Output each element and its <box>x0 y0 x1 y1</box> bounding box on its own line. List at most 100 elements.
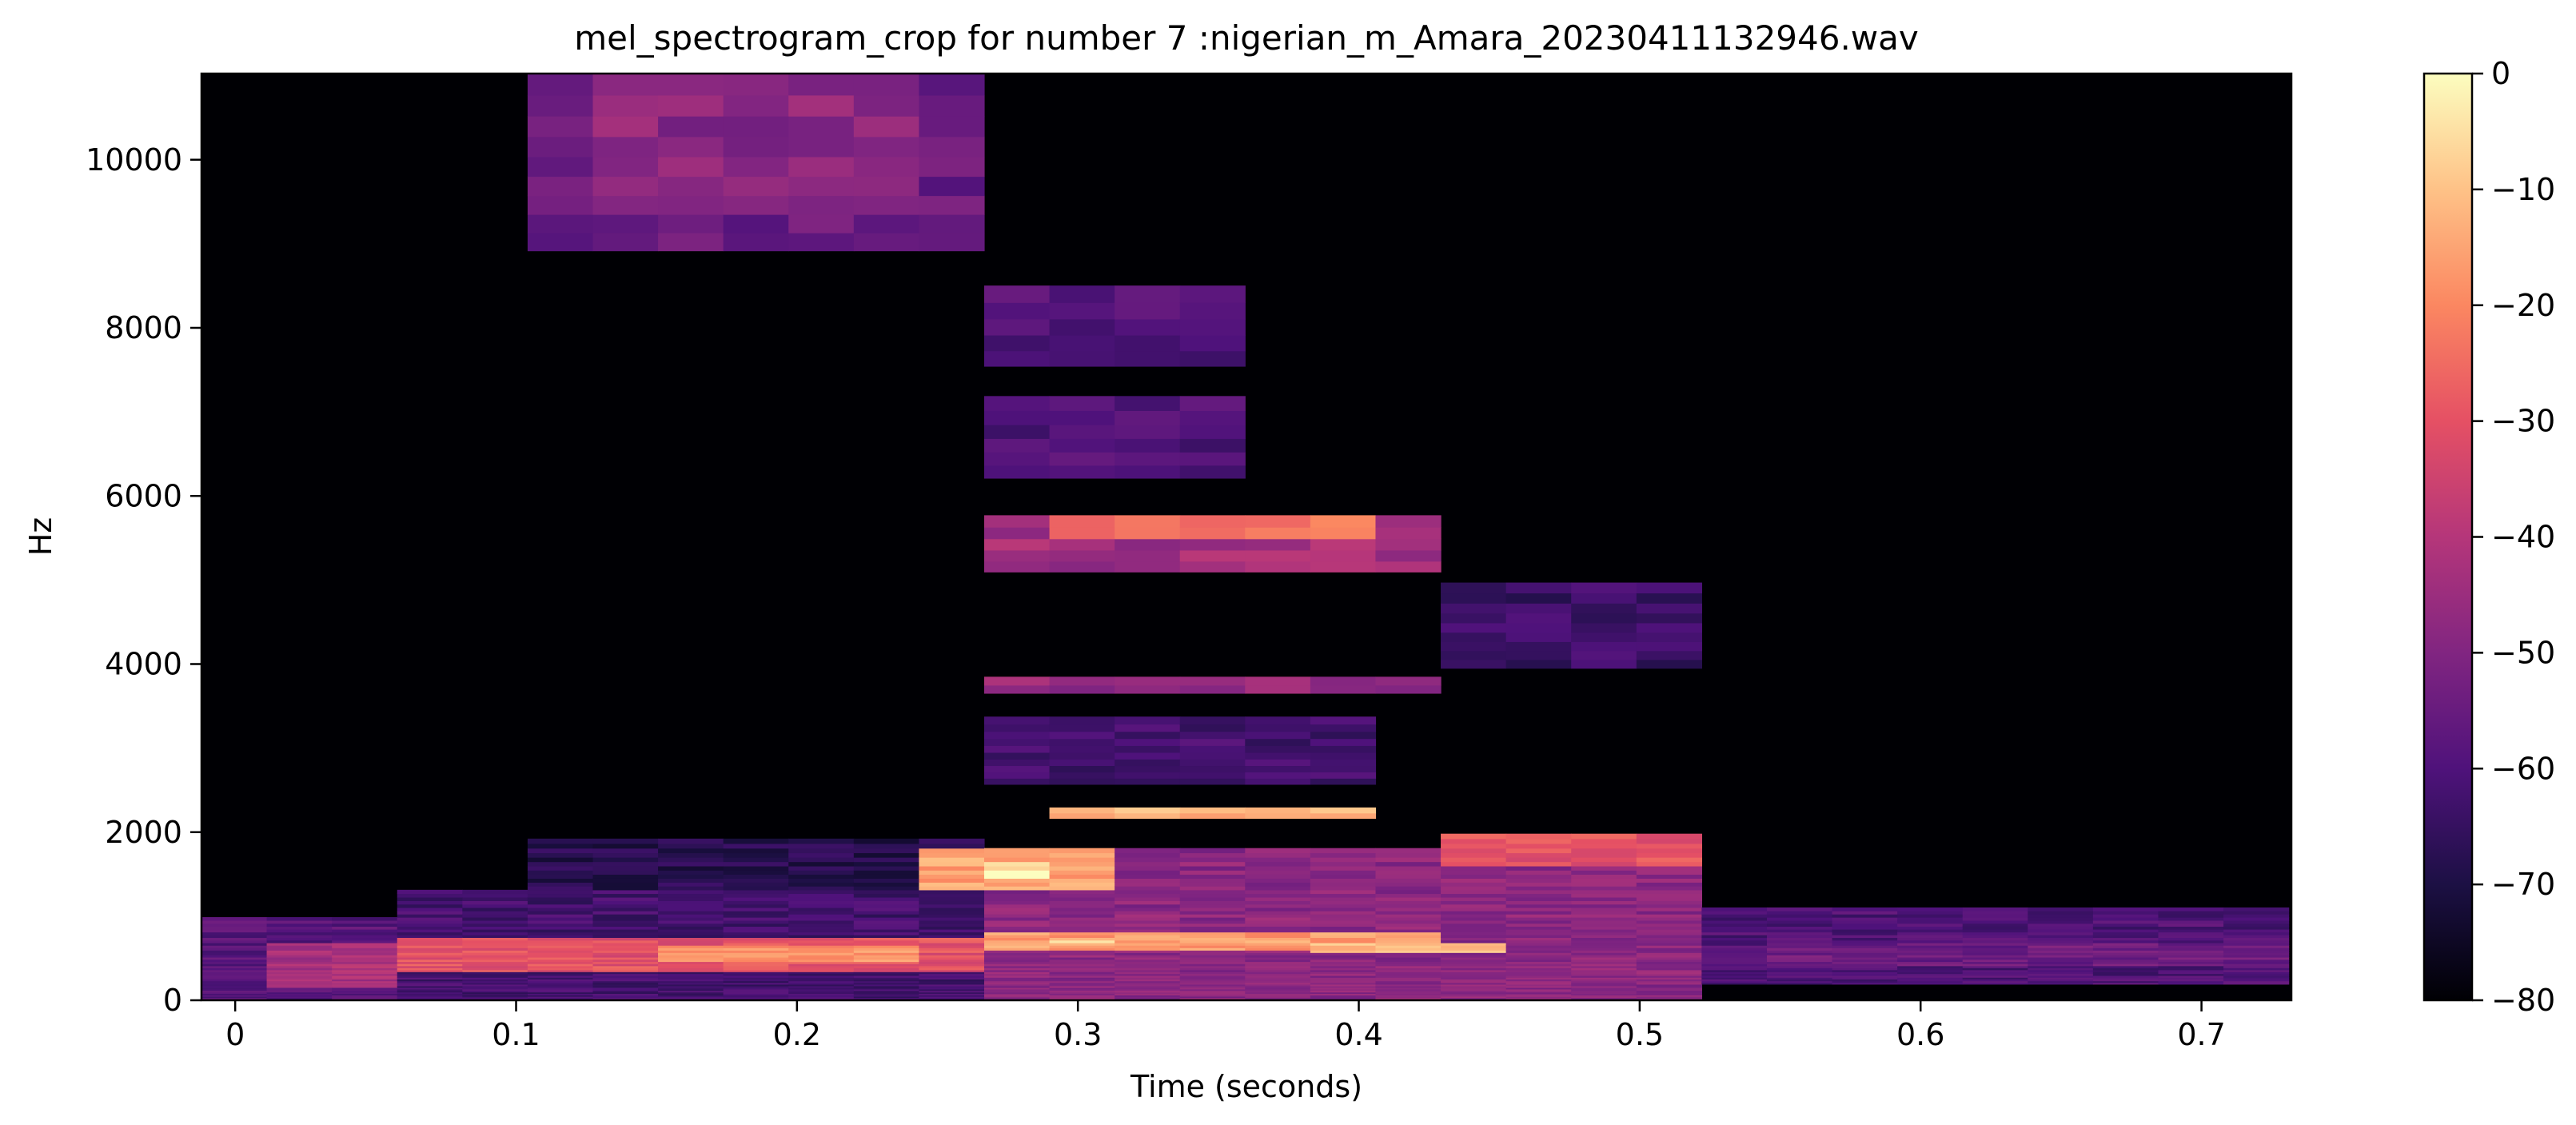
spectrogram-cell <box>1571 838 1637 844</box>
spectrogram-cell <box>1179 911 1246 915</box>
spectrogram-cell <box>1441 650 1507 660</box>
spectrogram-cell <box>1115 956 1181 960</box>
spectrogram-cell <box>788 74 855 96</box>
spectrogram-cell <box>332 955 398 958</box>
spectrogram-cell <box>1375 935 1442 939</box>
spectrogram-cell <box>1505 956 1572 960</box>
spectrogram-cell <box>723 861 789 867</box>
spectrogram-cell <box>853 848 919 854</box>
spectrogram-cell <box>1049 990 1115 993</box>
spectrogram-cell <box>1179 952 1246 955</box>
spectrogram-cell <box>1179 676 1246 686</box>
spectrogram-cell <box>853 945 919 948</box>
spectrogram-cell <box>527 896 594 901</box>
spectrogram-cell <box>462 926 528 930</box>
spectrogram-cell <box>1505 886 1572 891</box>
spectrogram-cell <box>2223 911 2290 915</box>
spectrogram-cell <box>2158 963 2224 967</box>
spectrogram-cell <box>1571 926 1637 930</box>
spectrogram-cell <box>1179 907 1246 912</box>
spectrogram-cell <box>723 947 789 951</box>
spectrogram-cell <box>983 942 1051 946</box>
spectrogram-cell <box>1571 952 1637 955</box>
spectrogram-cell <box>201 929 268 933</box>
spectrogram-cell <box>1179 997 1246 999</box>
spectrogram-cell <box>853 865 919 871</box>
spectrogram-cell <box>527 116 594 138</box>
spectrogram-cell <box>658 923 724 927</box>
spectrogram-cell <box>983 914 1051 918</box>
spectrogram-cell <box>1441 967 1507 971</box>
spectrogram-cell <box>1505 997 1572 999</box>
spectrogram-cell <box>1505 900 1572 905</box>
spectrogram-cell <box>2223 932 2290 936</box>
spectrogram-cell <box>2028 979 2094 982</box>
spectrogram-cell <box>1049 716 1115 725</box>
spectrogram-cell <box>1571 990 1637 993</box>
spectrogram-cell <box>2223 907 2290 912</box>
spectrogram-cell <box>788 195 855 215</box>
spectrogram-cell <box>853 904 919 908</box>
spectrogram-cell <box>1049 973 1115 976</box>
spectrogram-cell <box>201 956 268 960</box>
spectrogram-cell <box>527 848 594 854</box>
spectrogram-cell <box>201 965 268 968</box>
spectrogram-cell <box>1832 947 1898 951</box>
spectrogram-cell <box>266 969 333 972</box>
spectrogram-cell <box>1115 955 1181 958</box>
spectrogram-cell <box>1179 886 1246 891</box>
spectrogram-cell <box>1049 896 1115 901</box>
spectrogram-cell <box>853 889 919 895</box>
spectrogram-cell <box>1179 452 1246 466</box>
spectrogram-cell <box>201 993 268 995</box>
spectrogram-cell <box>983 911 1051 915</box>
spectrogram-cell <box>2092 965 2159 968</box>
spectrogram-cell <box>201 942 268 946</box>
spectrogram-cell <box>2028 932 2094 936</box>
spectrogram-cell <box>527 911 594 915</box>
spectrogram-cell <box>723 838 789 844</box>
spectrogram-cell <box>1245 738 1311 746</box>
spectrogram-cell <box>1636 961 1702 964</box>
spectrogram-cell <box>853 116 919 138</box>
spectrogram-cell <box>1766 956 1833 960</box>
spectrogram-cell <box>723 993 789 995</box>
spectrogram-cell <box>1310 987 1377 990</box>
spectrogram-cell <box>1049 942 1115 946</box>
spectrogram-cell <box>1962 937 2028 941</box>
spectrogram-cell <box>853 923 919 927</box>
spectrogram-cell <box>592 233 659 252</box>
spectrogram-cell <box>1505 990 1572 993</box>
spectrogram-cell <box>1505 843 1572 849</box>
spectrogram-cell <box>853 965 919 968</box>
spectrogram-cell <box>462 987 528 990</box>
spectrogram-cell <box>1441 917 1507 921</box>
spectrogram-cell <box>1245 955 1311 958</box>
spectrogram-cell <box>788 971 855 975</box>
spectrogram-cell <box>1310 995 1377 999</box>
spectrogram-cell <box>1571 857 1637 863</box>
spectrogram-cell <box>1441 961 1507 964</box>
spectrogram-cell <box>1245 724 1311 732</box>
spectrogram-cell <box>1310 997 1377 999</box>
spectrogram-cell <box>983 765 1051 773</box>
spectrogram-cell <box>2092 959 2159 963</box>
spectrogram-cell <box>1701 950 1768 953</box>
spectrogram-cell <box>462 900 528 905</box>
spectrogram-cell <box>853 987 919 990</box>
spectrogram-cell <box>332 923 398 927</box>
spectrogram-cell <box>2223 977 2290 980</box>
spectrogram-cell <box>1115 975 1181 978</box>
spectrogram-cell <box>853 94 919 117</box>
spectrogram-cell <box>201 967 268 971</box>
spectrogram-cell <box>1701 917 1768 921</box>
spectrogram-cell <box>1115 982 1181 985</box>
spectrogram-cell <box>1049 772 1115 779</box>
spectrogram-cell <box>2158 955 2224 958</box>
spectrogram-cell <box>919 961 985 964</box>
spectrogram-cell <box>1766 923 1833 927</box>
spectrogram-cell <box>919 843 985 849</box>
spectrogram-cell <box>1441 926 1507 930</box>
spectrogram-cell <box>1115 772 1181 779</box>
spectrogram-cell <box>201 945 268 948</box>
